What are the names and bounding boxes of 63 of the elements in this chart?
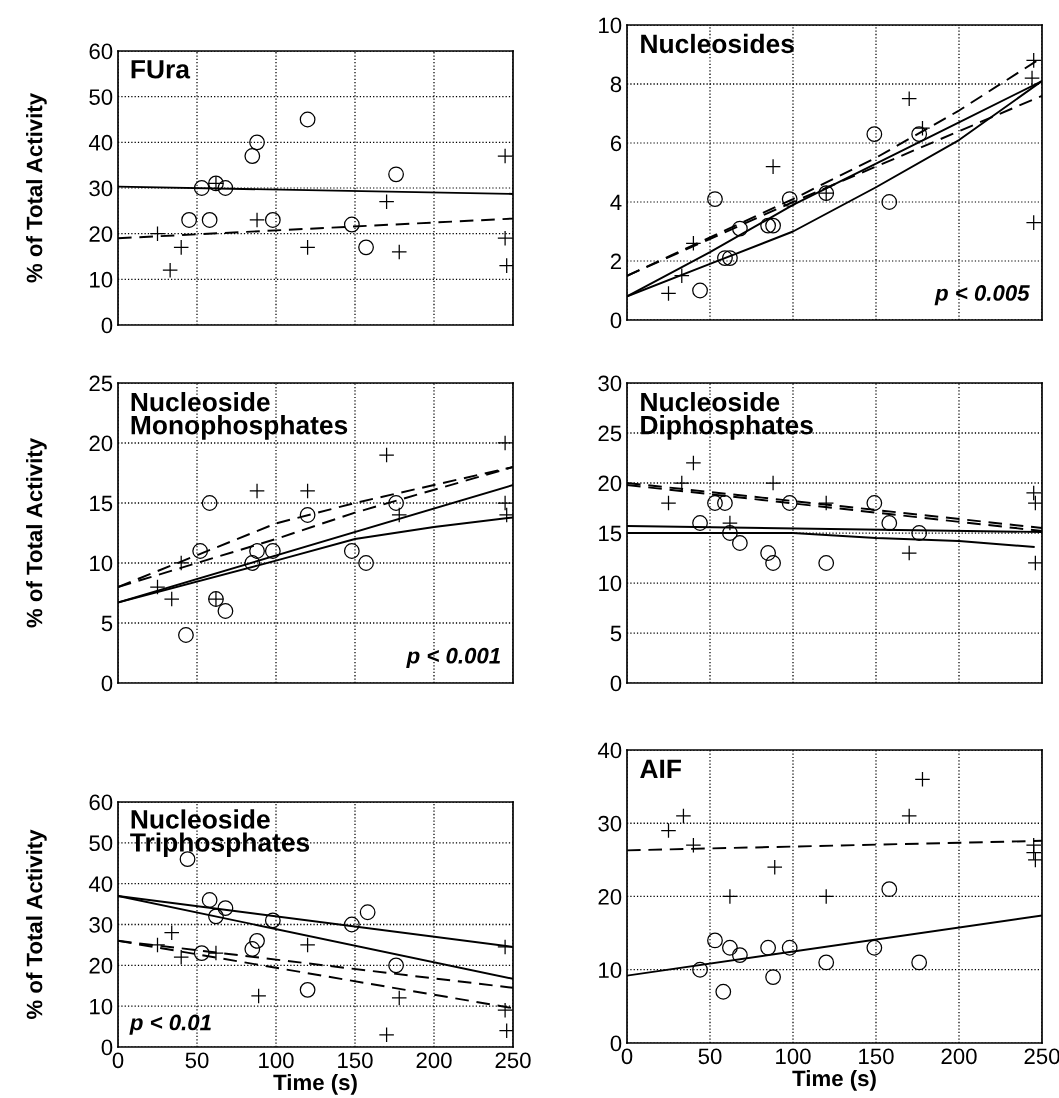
y-tick-label: 20 [89,957,113,974]
annotation: p < 0.01 [129,1014,211,1035]
y-tick-label: 15 [599,525,622,542]
text: Nucleoside Diphosphates [641,392,813,440]
y-tick-label: 40 [88,134,113,151]
x-tick-label: 50 [185,1052,209,1069]
x-tick-label: 200 [941,1048,977,1065]
x-tick-label: 250 [495,1052,531,1069]
y-tick-label: 50 [89,89,113,105]
y-tick-label: 0 [101,675,113,692]
y-tick-label: 10 [599,575,622,592]
y-tick-label: 0 [610,312,622,329]
y-axis-title: % of Total Activity [26,438,47,628]
y-tick-label: 25 [598,425,622,442]
y-tick-label: 4 [610,194,622,211]
y-tick-label: 25 [89,375,113,392]
y-axis-title: % of Total Activity [26,93,47,283]
y-tick-label: 6 [610,135,622,152]
x-tick-label: 0 [112,1052,124,1069]
x-tick-label: 50 [698,1048,722,1065]
y-axis-title: % of Total Activity [26,829,47,1020]
y-tick-label: 20 [598,475,622,492]
y-tick-label: 30 [89,917,113,933]
y-tick-label: 10 [599,17,622,34]
y-tick-label: 10 [90,998,113,1015]
x-tick-label: 0 [621,1048,633,1065]
y-tick-label: 60 [89,43,113,60]
y-tick-label: 10 [599,962,622,979]
y-tick-label: 5 [610,625,622,642]
chart-title: FUra [131,60,191,79]
x-axis-title: Time (s) [792,1069,876,1091]
x-tick-label: 250 [1024,1048,1059,1065]
x-axis-title: Time (s) [273,1073,357,1095]
y-tick-label: 0 [610,1035,622,1052]
x-tick-label: 200 [416,1052,452,1069]
annotation: p < 0.005 [934,285,1030,306]
text: Nucleoside Triphosphates [130,809,310,858]
y-tick-label: 30 [598,375,622,392]
y-tick-label: 50 [89,835,113,852]
annotation: p < 0.001 [406,647,500,668]
y-tick-label: 10 [90,271,113,288]
y-tick-label: 2 [610,253,622,270]
x-tick-label: 100 [776,1048,811,1065]
y-tick-label: 10 [90,555,113,572]
y-tick-label: 20 [89,226,113,242]
x-tick-label: 100 [259,1052,294,1069]
text: Nucleoside Monophosphates [131,392,348,440]
y-tick-label: 8 [610,76,622,93]
y-tick-label: 40 [88,876,113,892]
chart-title: Nucleosides [641,33,794,54]
y-tick-label: 15 [90,495,113,512]
chart-title: AIF [640,759,681,778]
y-tick-label: 20 [89,435,113,452]
y-tick-label: 0 [610,675,622,692]
y-tick-label: 5 [101,615,113,632]
y-tick-label: 20 [598,889,622,905]
x-tick-label: 150 [338,1052,373,1069]
y-tick-label: 30 [598,815,622,832]
y-tick-label: 30 [89,180,113,197]
y-tick-label: 40 [597,742,622,759]
y-tick-label: 0 [101,317,113,334]
x-tick-label: 150 [859,1048,894,1065]
y-tick-label: 60 [89,794,113,811]
